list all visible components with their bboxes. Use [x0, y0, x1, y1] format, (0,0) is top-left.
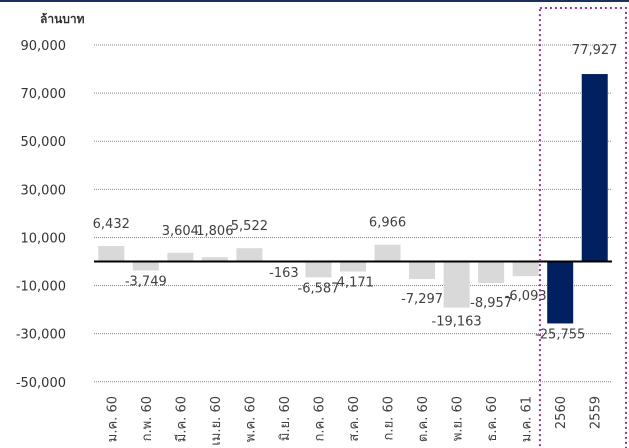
bar — [581, 74, 608, 262]
bar — [478, 261, 505, 284]
x-tick-label: ก.ย. 60 — [382, 396, 397, 440]
bar — [340, 261, 366, 272]
data-label: -6,587 — [298, 281, 340, 296]
data-label: 77,927 — [572, 43, 618, 58]
y-tick-label: 30,000 — [21, 183, 67, 198]
data-label: -8,957 — [470, 296, 512, 311]
bars — [98, 74, 608, 324]
bar — [409, 261, 436, 280]
data-label: 3,604 — [162, 224, 199, 239]
x-axis-labels: ม.ค. 60 ก.พ. 60 มี.ค. 60 เม.ย. 60 พ.ค. 60 มิ.… — [105, 396, 603, 446]
y-axis-ticks: 90,000 70,000 50,000 30,000 10,000 -10,000 -30… — [16, 39, 66, 391]
bar — [132, 261, 159, 271]
x-tick-label: เม.ย. 60 — [209, 396, 224, 446]
data-label: 5,522 — [231, 219, 268, 234]
bar — [167, 252, 194, 262]
data-label: -163 — [269, 266, 299, 281]
y-tick-label: -50,000 — [16, 376, 66, 391]
bar — [305, 261, 332, 278]
x-tick-label: ก.ค. 60 — [312, 396, 327, 442]
y-tick-label: 10,000 — [21, 231, 67, 246]
x-tick-label: ธ.ค. 60 — [485, 396, 500, 442]
x-tick-label: มี.ค. 60 — [173, 396, 189, 442]
x-tick-label: 2560 — [554, 396, 569, 429]
x-tick-label: ส.ค. 60 — [347, 396, 362, 442]
y-tick-label: 70,000 — [21, 87, 67, 102]
gridlines — [94, 44, 612, 383]
bar — [201, 257, 228, 262]
data-label: -19,163 — [432, 315, 482, 330]
data-label: 6,966 — [369, 216, 406, 231]
y-tick-label: 90,000 — [21, 39, 67, 54]
y-tick-label: 50,000 — [21, 135, 67, 150]
bar — [512, 261, 539, 277]
x-tick-label: มิ.ย. 60 — [278, 396, 293, 441]
data-label: 1,806 — [196, 224, 233, 239]
x-tick-label: ม.ค. 60 — [105, 396, 120, 442]
x-tick-label: ก.พ. 60 — [140, 396, 155, 441]
bar — [547, 261, 574, 324]
top-border — [0, 0, 629, 2]
y-axis-title: ล้านบาท — [40, 12, 85, 26]
x-tick-label: พ.ค. 60 — [243, 396, 258, 442]
data-label: -7,297 — [401, 292, 443, 307]
data-label: -4,171 — [332, 276, 374, 291]
data-label: -6,093 — [505, 289, 547, 304]
bar — [374, 244, 401, 262]
y-tick-label: -10,000 — [16, 280, 66, 295]
x-tick-label: ม.ค. 61 — [520, 396, 535, 442]
x-tick-label: พ.ย. 60 — [451, 396, 466, 441]
bar — [98, 246, 125, 262]
x-tick-label: 2559 — [589, 396, 604, 429]
data-label: -25,755 — [535, 327, 585, 342]
annual-highlight-box — [538, 7, 628, 448]
data-label: 6,432 — [93, 217, 130, 232]
bar — [443, 261, 470, 308]
data-label: -3,749 — [125, 275, 167, 290]
x-tick-label: ต.ค. 60 — [416, 396, 431, 442]
bar — [236, 248, 263, 262]
y-tick-label: -30,000 — [16, 328, 66, 343]
